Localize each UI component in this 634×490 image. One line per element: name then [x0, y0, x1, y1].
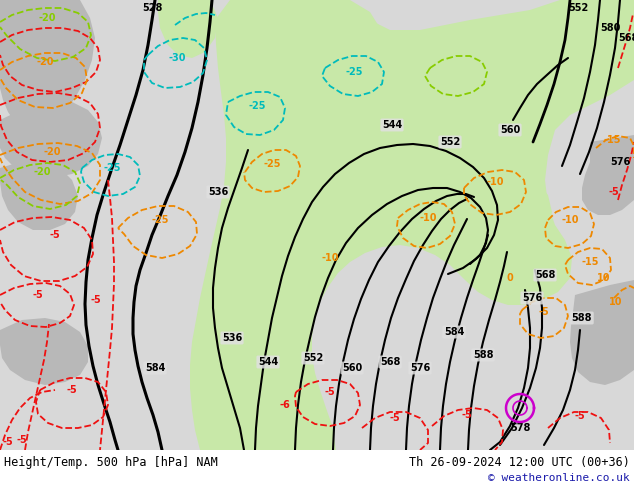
- Text: -10: -10: [486, 177, 504, 187]
- Polygon shape: [0, 0, 95, 130]
- Text: 576: 576: [610, 157, 630, 167]
- Polygon shape: [0, 102, 102, 178]
- Text: 552: 552: [303, 353, 323, 363]
- Text: -25: -25: [103, 163, 120, 173]
- Text: -5: -5: [539, 307, 550, 317]
- Text: -5: -5: [67, 385, 77, 395]
- Text: -20: -20: [36, 57, 54, 67]
- Text: -25: -25: [152, 215, 169, 225]
- Text: 560: 560: [342, 363, 362, 373]
- Text: 580: 580: [600, 23, 620, 33]
- Text: -5: -5: [325, 387, 335, 397]
- Text: -15: -15: [603, 135, 621, 145]
- Polygon shape: [540, 0, 634, 92]
- Text: 552: 552: [568, 3, 588, 13]
- Text: © weatheronline.co.uk: © weatheronline.co.uk: [488, 473, 630, 483]
- Text: 578: 578: [510, 423, 530, 433]
- Polygon shape: [570, 280, 634, 385]
- Polygon shape: [582, 135, 634, 215]
- Text: 544: 544: [258, 357, 278, 367]
- Text: -25: -25: [249, 101, 266, 111]
- Text: 552: 552: [440, 137, 460, 147]
- Polygon shape: [190, 0, 634, 450]
- Text: -5: -5: [609, 187, 619, 197]
- Text: 10: 10: [597, 273, 611, 283]
- Polygon shape: [460, 170, 552, 246]
- Text: -25: -25: [346, 67, 363, 77]
- Text: 568: 568: [535, 270, 555, 280]
- Polygon shape: [0, 318, 88, 385]
- Text: 584: 584: [444, 327, 464, 337]
- Text: 528: 528: [142, 3, 162, 13]
- Text: -5: -5: [49, 230, 60, 240]
- Text: 584: 584: [145, 363, 165, 373]
- Polygon shape: [158, 0, 218, 58]
- Text: 544: 544: [382, 120, 402, 130]
- Text: -5: -5: [574, 411, 585, 421]
- Text: 568: 568: [618, 33, 634, 43]
- Text: 576: 576: [522, 293, 542, 303]
- Text: 568: 568: [380, 357, 400, 367]
- Polygon shape: [285, 0, 380, 65]
- Text: -5: -5: [91, 295, 101, 305]
- Text: -30: -30: [168, 53, 186, 63]
- Text: -5: -5: [16, 435, 27, 445]
- Text: -15: -15: [581, 257, 598, 267]
- Bar: [0, 450, 634, 490]
- Text: -20: -20: [33, 167, 51, 177]
- Text: 536: 536: [208, 187, 228, 197]
- Text: 536: 536: [222, 333, 242, 343]
- Text: -5: -5: [462, 410, 472, 420]
- Text: -25: -25: [263, 159, 281, 169]
- Text: Height/Temp. 500 hPa [hPa] NAM: Height/Temp. 500 hPa [hPa] NAM: [4, 456, 217, 468]
- Text: -5: -5: [32, 290, 43, 300]
- Text: -20: -20: [43, 147, 61, 157]
- Text: 588: 588: [473, 350, 493, 360]
- Text: 588: 588: [572, 313, 592, 323]
- Text: -5: -5: [390, 413, 401, 423]
- Text: Th 26-09-2024 12:00 UTC (00+36): Th 26-09-2024 12:00 UTC (00+36): [409, 456, 630, 468]
- Text: -10: -10: [321, 253, 339, 263]
- Polygon shape: [0, 162, 78, 230]
- Text: 576: 576: [410, 363, 430, 373]
- Text: -10: -10: [419, 213, 437, 223]
- Text: 10: 10: [609, 297, 623, 307]
- Text: 0: 0: [507, 273, 514, 283]
- Text: -5: -5: [3, 437, 13, 447]
- Text: 560: 560: [500, 125, 520, 135]
- Text: -6: -6: [280, 400, 290, 410]
- Text: -10: -10: [561, 215, 579, 225]
- Text: -20: -20: [38, 13, 56, 23]
